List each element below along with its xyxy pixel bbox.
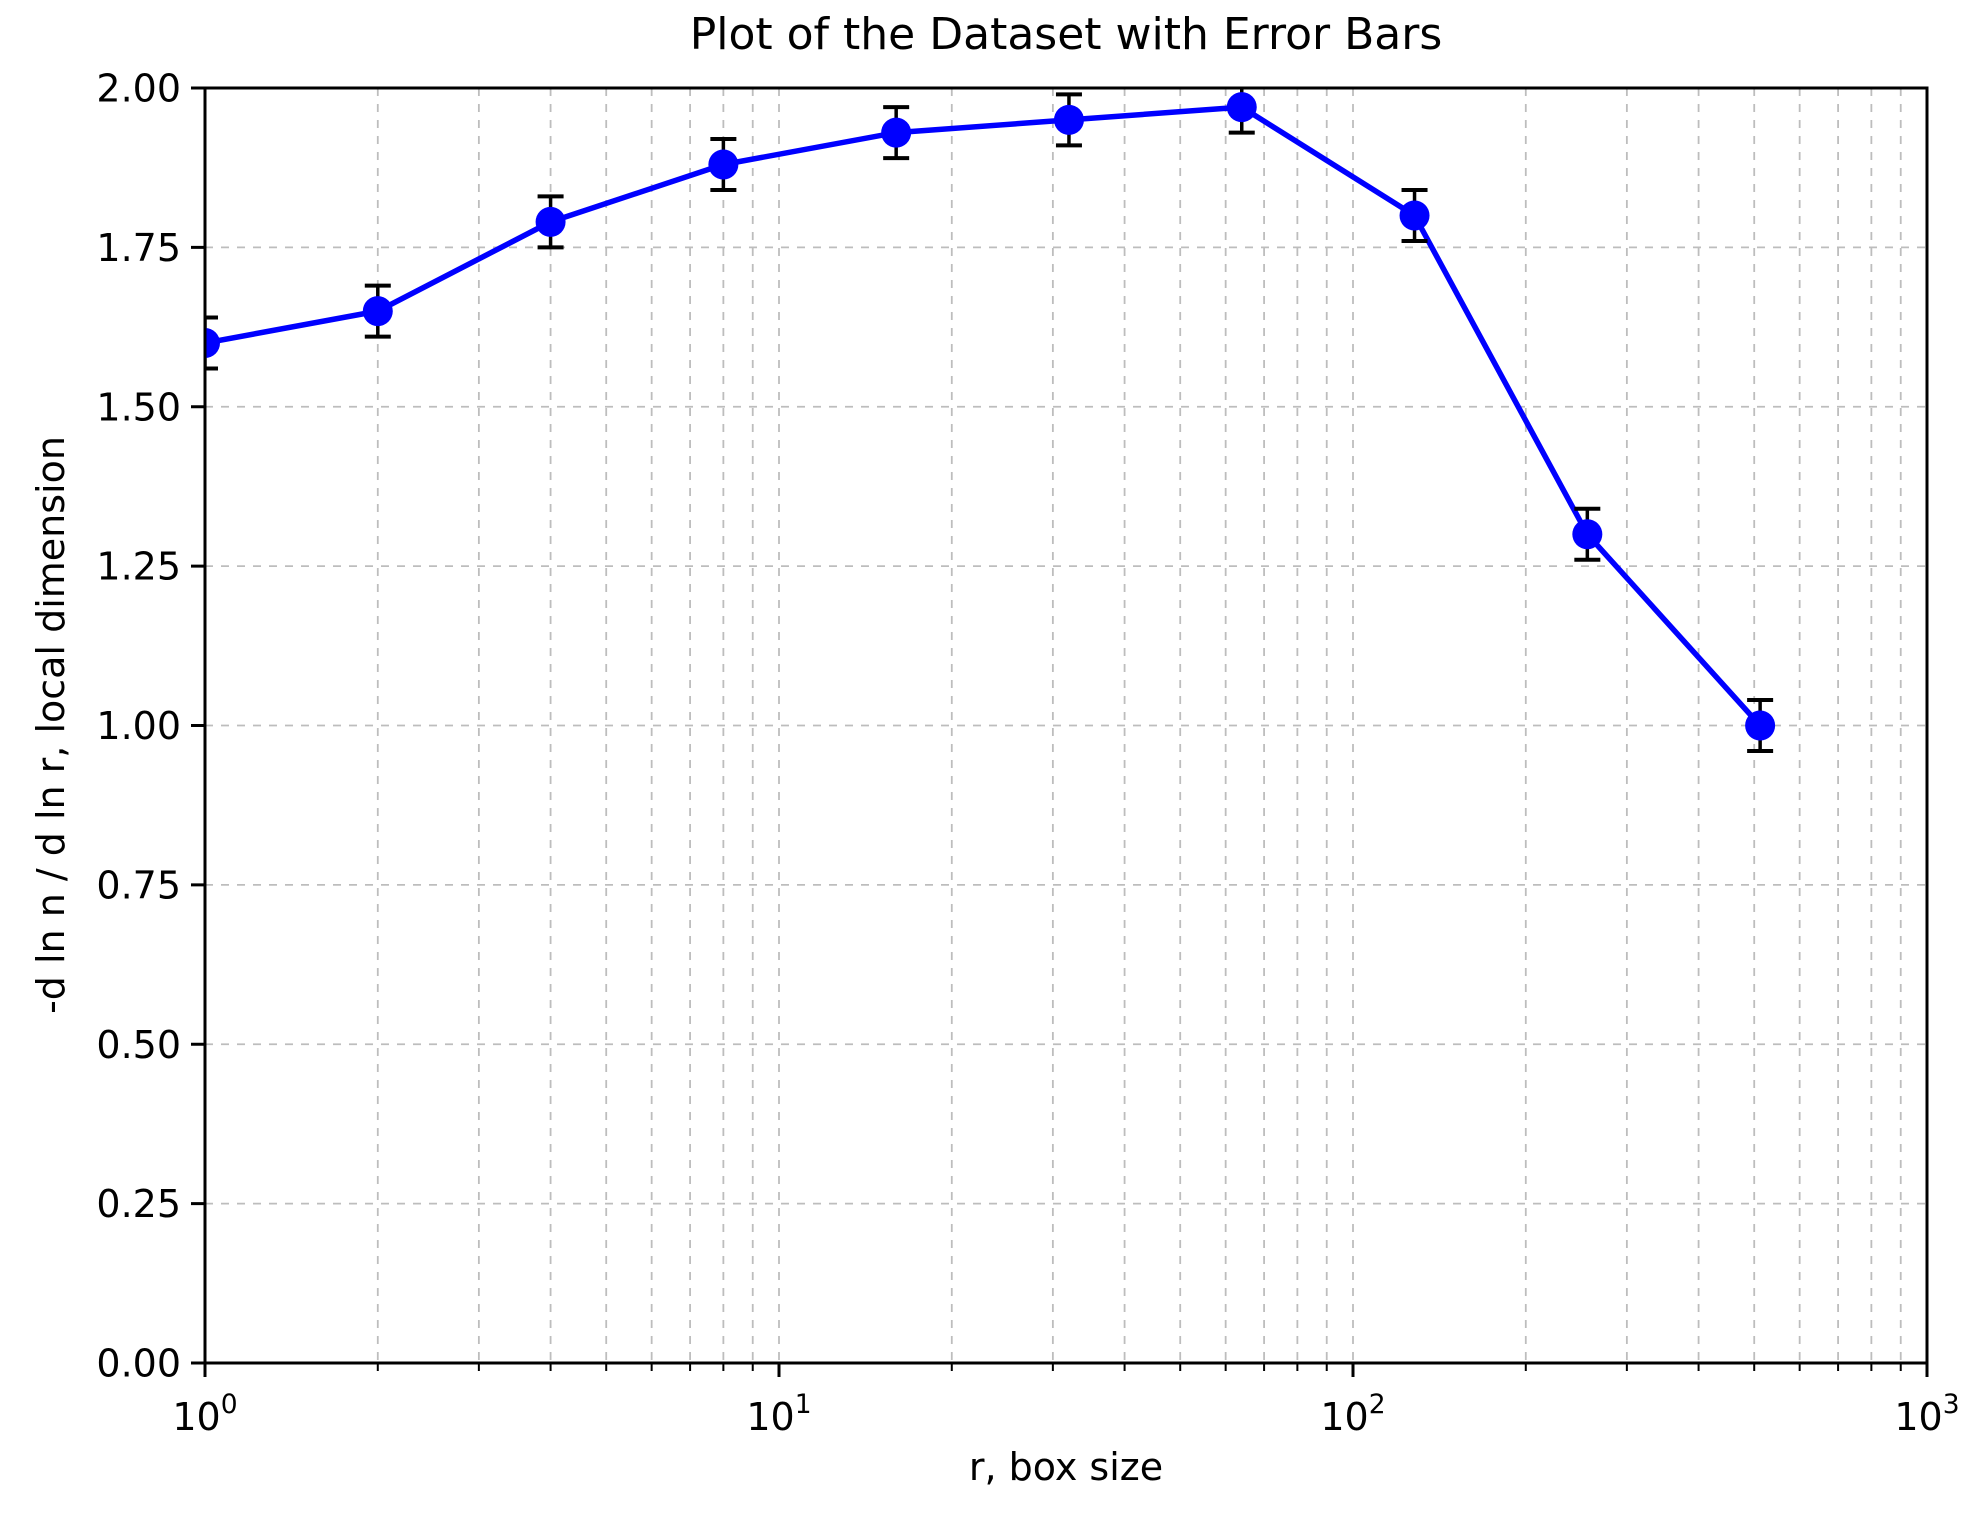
data-point [1053,104,1084,135]
error-bars [205,88,1774,753]
x-axis-label: r, box size [968,1445,1164,1489]
tick-labels: 0.00 0.25 0.50 0.75 1.00 1.25 1.50 1.75 2.00 100 1… [96,67,1959,1440]
chart-title: Plot of the Dataset with Error Bars [689,9,1443,60]
y-tick-label: 0.00 [96,1342,181,1386]
data-point [1745,710,1776,741]
axis-ticks [191,86,1929,1377]
y-tick-label: 2.00 [96,67,181,111]
x-tick-label: 101 [746,1389,811,1439]
data-point [1226,92,1257,123]
y-axis-label: -d ln n / d ln r, local dimension [29,436,74,1014]
y-tick-label: 0.50 [96,1023,181,1067]
plot-area [205,88,1776,753]
x-tick-label: 103 [1894,1389,1959,1439]
plot-background [205,88,1927,1363]
gridlines [205,88,1927,1363]
y-tick-label: 0.75 [96,863,181,907]
x-tick-label: 100 [172,1389,237,1439]
data-point [535,206,566,237]
y-tick-label: 1.25 [96,545,181,589]
x-tick-label: 102 [1320,1389,1385,1439]
data-point [1572,519,1603,550]
y-tick-label: 0.25 [96,1182,181,1226]
data-point [205,328,220,358]
data-points [205,92,1776,741]
y-tick-label: 1.75 [96,226,181,270]
data-point [1399,200,1430,231]
data-point [881,117,912,148]
y-tick-label: 1.50 [96,385,181,429]
data-point [708,149,739,180]
data-point [362,296,393,327]
y-tick-label: 1.00 [96,704,181,748]
data-line [205,104,1763,729]
